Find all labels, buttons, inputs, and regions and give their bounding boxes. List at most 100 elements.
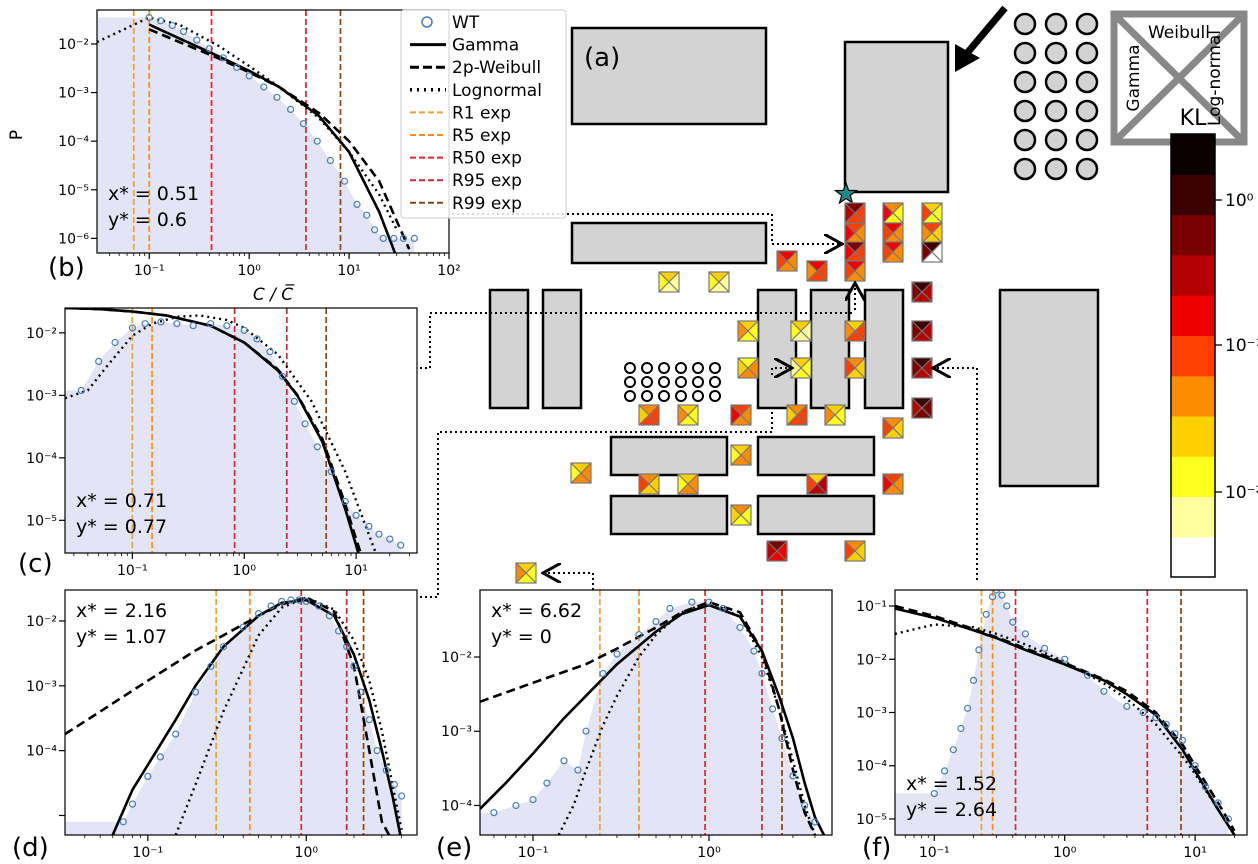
wt-point (290, 397, 298, 405)
kl-bottom (912, 368, 932, 378)
kl-key-left: Gamma (1124, 44, 1144, 111)
kl-bottom (807, 271, 827, 281)
kl-left (738, 321, 748, 341)
wt-point (144, 772, 152, 781)
kl-bottom (659, 282, 679, 292)
colorbar-segment (1171, 254, 1215, 296)
kl-diag (844, 357, 866, 379)
kl-top (807, 261, 827, 271)
tree-circle (658, 376, 670, 388)
histogram (480, 602, 815, 835)
kl-right (688, 405, 698, 425)
wt-point (949, 746, 957, 754)
kl-marker (570, 462, 592, 484)
kl-right (893, 418, 903, 438)
tree-circle (624, 376, 636, 388)
kl-right (855, 223, 865, 243)
kl-top (639, 474, 659, 484)
kl-left (845, 223, 855, 243)
kl-marker (844, 222, 866, 244)
wt-point (245, 72, 253, 80)
wt-point (365, 716, 373, 724)
tree-circle (641, 362, 653, 374)
kl-top (912, 398, 932, 408)
wt-point (325, 612, 333, 620)
legend-label: R99 exp (452, 194, 522, 214)
kl-top (571, 463, 591, 473)
building (541, 288, 583, 410)
wt-point (998, 591, 1006, 599)
wt-point (379, 234, 387, 242)
kl-left (883, 223, 893, 243)
kl-top (731, 505, 751, 515)
wt-point (173, 320, 181, 328)
plot-area (97, 10, 418, 253)
x-tick-label: 10⁰ (295, 845, 319, 861)
kl-top (678, 474, 698, 484)
x-axis-label: C / C̅ (253, 283, 295, 305)
tree-circle (658, 390, 670, 402)
kl-marker (515, 562, 537, 584)
curve-lognormal (557, 600, 817, 835)
curve-lognormal (895, 623, 1236, 835)
y-tick-label: 10⁻³ (58, 86, 89, 102)
kl-marker (882, 417, 904, 439)
kl-diag (790, 320, 812, 342)
kl-left (845, 242, 855, 262)
kl-right (526, 563, 536, 583)
x-tick-label: 10⁻¹ (518, 845, 549, 861)
kl-marker (882, 222, 904, 244)
kl-top (738, 321, 758, 331)
kl-right (855, 261, 865, 281)
wt-point (375, 530, 383, 538)
x-tick-label: 10⁰ (697, 845, 721, 861)
kl-right (932, 203, 942, 223)
y-tick-label: 10⁻⁴ (26, 744, 57, 760)
annotation: x* = 2.16 (76, 600, 167, 622)
kl-right (649, 405, 659, 425)
colorbar-segment (1171, 295, 1215, 336)
plot-panel: 10⁻¹ 10⁰ 10⁻² 10⁻³ 10⁻⁴ x* = 6.62 y* = 0 (441, 589, 833, 861)
kl-bottom (845, 252, 865, 262)
tree-circle (1075, 70, 1099, 94)
kl-marker (921, 202, 943, 224)
kl-border (708, 271, 730, 293)
kl-diag (786, 404, 808, 426)
annotation: x* = 6.62 (491, 600, 582, 622)
wt-point (1171, 730, 1179, 738)
wt-point (119, 818, 127, 826)
connector-line (452, 213, 840, 244)
tree-circle (1044, 12, 1068, 36)
kl-bottom (777, 261, 797, 271)
kl-right (688, 474, 698, 494)
wt-point (975, 646, 983, 654)
kl-border (790, 320, 812, 342)
kl-diag (570, 462, 592, 484)
wt-point (1178, 736, 1187, 744)
wt-point (205, 45, 213, 53)
kl-left (825, 405, 835, 425)
colorbar-segment (1171, 134, 1215, 175)
kl-top (791, 321, 811, 331)
wt-point (992, 590, 1001, 594)
kl-bottom (912, 408, 932, 418)
tree-circle (675, 362, 687, 374)
y-tick-label: 10⁻⁴ (26, 451, 57, 467)
wt-point (343, 643, 351, 651)
wt-point (490, 809, 498, 817)
colorbar-segment (1171, 536, 1215, 578)
kl-left (922, 242, 932, 262)
kl-bottom (912, 331, 932, 341)
wt-point (179, 28, 188, 36)
kl-top (845, 242, 865, 252)
wt-point (267, 602, 275, 610)
kl-top (912, 358, 932, 368)
y-tick-label: 10⁻² (26, 326, 57, 342)
tree-circle (1044, 41, 1068, 65)
kl-diag (806, 260, 828, 282)
kl-diag (677, 473, 699, 495)
kl-marker (844, 241, 866, 263)
x-tick-label: 10⁰ (1053, 845, 1077, 861)
kl-left (639, 405, 649, 425)
